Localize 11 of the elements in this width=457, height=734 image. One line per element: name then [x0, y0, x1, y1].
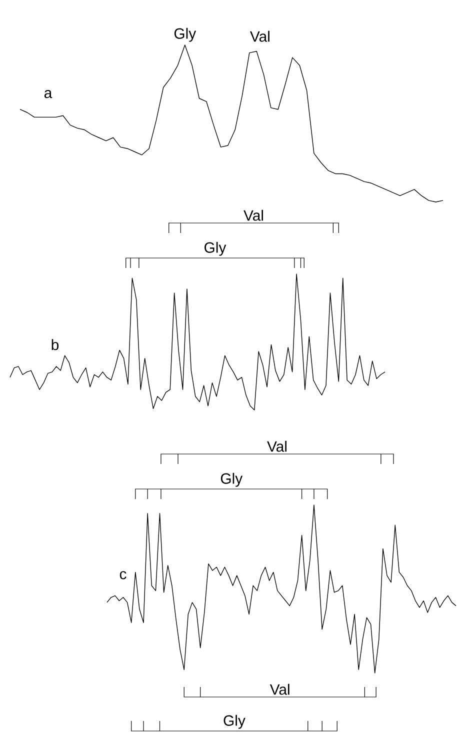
text: Val: [250, 30, 270, 42]
text: Val: [244, 210, 263, 221]
text: Gly: [174, 28, 196, 42]
text: Gly: [220, 472, 243, 487]
text: a: [44, 90, 52, 98]
text: c: [120, 571, 126, 580]
text: b: [52, 339, 59, 350]
text: Gly: [204, 242, 226, 256]
text: Gly: [224, 714, 246, 729]
text: Val: [267, 440, 286, 452]
text: Val: [270, 684, 290, 695]
